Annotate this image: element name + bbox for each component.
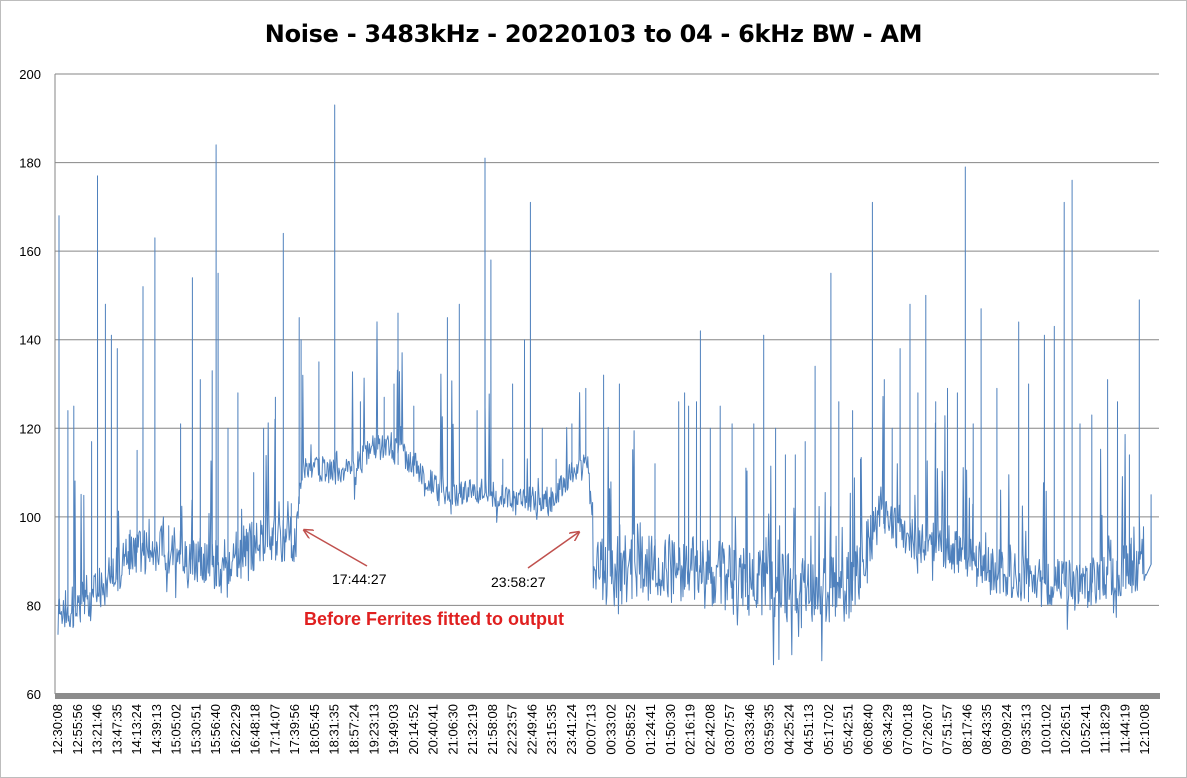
x-tick-label: 06:34:29 bbox=[880, 704, 895, 755]
y-tick-label: 140 bbox=[19, 333, 41, 348]
y-tick-label: 120 bbox=[19, 421, 41, 436]
x-tick-label: 20:14:52 bbox=[406, 704, 421, 755]
x-tick-label: 18:57:24 bbox=[347, 704, 362, 755]
annotation-arrow-2 bbox=[527, 532, 579, 569]
grid-lines bbox=[54, 73, 1159, 694]
x-tick-label: 01:50:30 bbox=[663, 704, 678, 755]
y-axis-tick-labels: 60 80 100 120 140 160 180 200 bbox=[19, 67, 41, 702]
x-tick-label: 17:39:56 bbox=[287, 704, 302, 755]
y-tick-label: 160 bbox=[19, 244, 41, 259]
x-tick-label: 15:05:02 bbox=[169, 704, 184, 755]
x-tick-label: 13:21:46 bbox=[90, 704, 105, 755]
x-tick-label: 12:30:08 bbox=[50, 704, 65, 755]
x-tick-label: 02:16:19 bbox=[683, 704, 698, 755]
x-tick-label: 09:35:13 bbox=[1019, 704, 1034, 755]
y-tick-label: 180 bbox=[19, 156, 41, 171]
x-tick-label: 10:52:41 bbox=[1078, 704, 1093, 755]
x-axis bbox=[55, 693, 1160, 699]
x-tick-label: 21:06:30 bbox=[445, 704, 460, 755]
x-tick-label: 17:14:07 bbox=[267, 704, 282, 755]
x-tick-label: 04:25:24 bbox=[781, 704, 796, 755]
y-tick-label: 60 bbox=[27, 687, 41, 702]
x-tick-label: 21:32:19 bbox=[465, 704, 480, 755]
annotation-label-1: 17:44:27 bbox=[332, 571, 387, 587]
x-tick-label: 09:09:24 bbox=[999, 704, 1014, 755]
x-tick-label: 03:59:35 bbox=[762, 704, 777, 755]
x-tick-label: 15:30:51 bbox=[188, 704, 203, 755]
x-tick-label: 02:42:08 bbox=[702, 704, 717, 755]
x-tick-label: 18:05:45 bbox=[307, 704, 322, 755]
chart-title: Noise - 3483kHz - 20220103 to 04 - 6kHz … bbox=[264, 20, 923, 48]
x-tick-label: 07:51:57 bbox=[940, 704, 955, 755]
ferrites-note: Before Ferrites fitted to output bbox=[304, 609, 564, 629]
x-tick-label: 23:41:24 bbox=[564, 704, 579, 755]
x-tick-label: 08:17:46 bbox=[959, 704, 974, 755]
x-tick-label: 00:33:02 bbox=[603, 704, 618, 755]
x-tick-label: 13:47:35 bbox=[109, 704, 124, 755]
x-tick-label: 03:33:46 bbox=[742, 704, 757, 755]
x-tick-label: 12:55:56 bbox=[70, 704, 85, 755]
x-tick-label: 20:40:41 bbox=[426, 704, 441, 755]
y-tick-label: 100 bbox=[19, 510, 41, 525]
x-tick-label: 22:23:57 bbox=[505, 704, 520, 755]
x-tick-label: 05:17:02 bbox=[821, 704, 836, 755]
x-tick-label: 07:26:07 bbox=[920, 704, 935, 755]
x-tick-label: 14:39:13 bbox=[149, 704, 164, 755]
y-tick-label: 200 bbox=[19, 67, 41, 82]
noise-series-line bbox=[57, 104, 1152, 666]
x-tick-label: 03:07:57 bbox=[722, 704, 737, 755]
x-tick-label: 01:24:41 bbox=[643, 704, 658, 755]
annotation-label-2: 23:58:27 bbox=[491, 574, 546, 590]
x-tick-label: 07:00:18 bbox=[900, 704, 915, 755]
x-tick-label: 05:42:51 bbox=[841, 704, 856, 755]
x-tick-label: 22:49:46 bbox=[524, 704, 539, 755]
x-tick-label: 10:01:02 bbox=[1038, 704, 1053, 755]
x-tick-label: 16:48:18 bbox=[248, 704, 263, 755]
x-tick-label: 21:58:08 bbox=[485, 704, 500, 755]
x-tick-label: 14:13:24 bbox=[129, 704, 144, 755]
x-tick-label: 18:31:35 bbox=[327, 704, 342, 755]
x-tick-label: 10:26:51 bbox=[1058, 704, 1073, 755]
x-tick-label: 04:51:13 bbox=[801, 704, 816, 755]
x-tick-label: 08:43:35 bbox=[979, 704, 994, 755]
annotations: 17:44:27 23:58:27 Before Ferrites fitted t… bbox=[304, 530, 579, 629]
x-tick-label: 23:15:35 bbox=[544, 704, 559, 755]
x-tick-label: 06:08:40 bbox=[860, 704, 875, 755]
x-tick-label: 00:07:13 bbox=[584, 704, 599, 755]
x-tick-label: 16:22:29 bbox=[228, 704, 243, 755]
x-axis-tick-labels: 12:30:08 12:55:56 13:21:46 13:47:35 14:13:24… bbox=[50, 704, 1152, 755]
y-tick-label: 80 bbox=[27, 598, 41, 613]
x-tick-label: 11:18:29 bbox=[1098, 704, 1113, 754]
x-tick-label: 19:49:03 bbox=[386, 704, 401, 755]
x-tick-label: 12:10:08 bbox=[1137, 704, 1152, 755]
x-tick-label: 11:44:19 bbox=[1117, 704, 1132, 754]
x-tick-label: 15:56:40 bbox=[208, 704, 223, 755]
annotation-arrow-1 bbox=[304, 530, 368, 567]
noise-series bbox=[57, 104, 1152, 666]
x-axis-line bbox=[55, 693, 1160, 699]
x-tick-label: 00:58:52 bbox=[623, 704, 638, 755]
x-tick-label: 19:23:13 bbox=[366, 704, 381, 755]
